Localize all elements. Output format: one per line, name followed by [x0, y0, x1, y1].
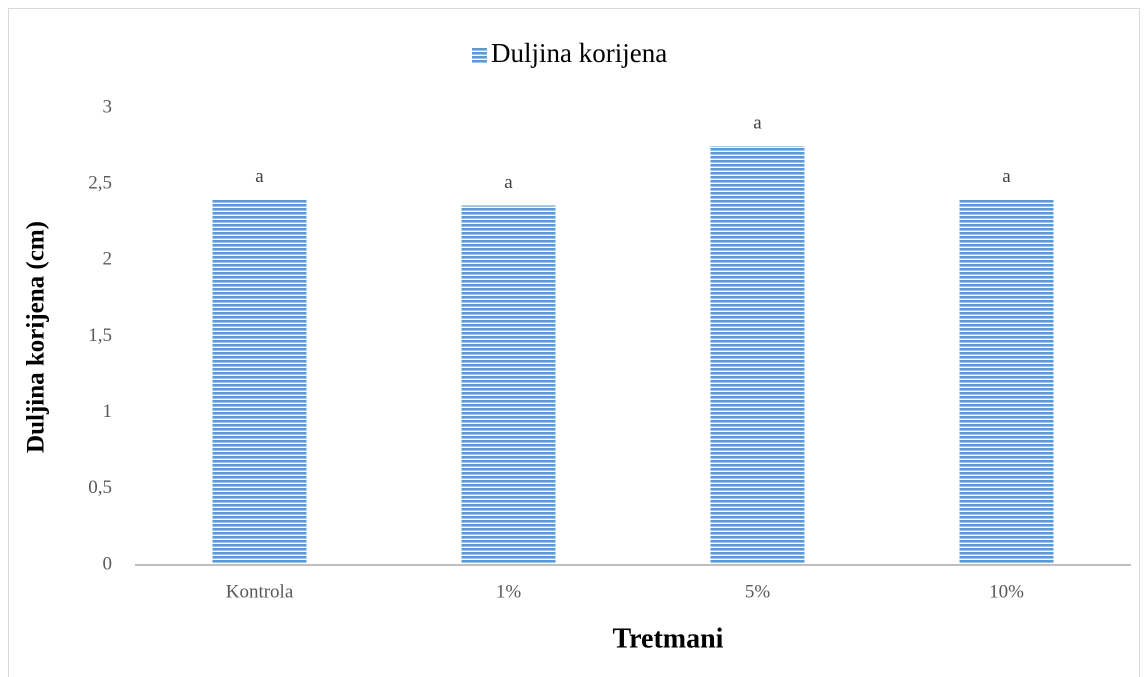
y-axis-label: Duljina korijena (cm) [23, 221, 50, 453]
data-annotation: a [255, 166, 264, 187]
data-annotation: a [753, 112, 762, 133]
bar [212, 199, 307, 565]
legend-swatch [472, 48, 487, 63]
x-tick-label: 1% [496, 581, 522, 602]
legend-label: Duljina korijena [491, 38, 667, 68]
x-tick-label: Kontrola [226, 581, 294, 602]
chart-frame [8, 8, 1140, 677]
data-annotation: a [1002, 166, 1011, 187]
y-tick-label: 2 [103, 249, 113, 270]
bar [461, 205, 556, 565]
bar [959, 199, 1054, 565]
y-tick-label: 2,5 [88, 173, 112, 194]
y-tick-label: 1,5 [88, 325, 112, 346]
bar [710, 146, 805, 566]
x-tick-label: 10% [989, 581, 1024, 602]
y-tick-label: 0 [103, 553, 113, 574]
y-tick-label: 0,5 [88, 477, 112, 498]
y-tick-label: 1 [103, 401, 113, 422]
y-tick-label: 3 [103, 96, 113, 117]
data-annotation: a [504, 172, 513, 193]
x-tick-label: 5% [745, 581, 771, 602]
x-axis-label: Tretmani [613, 623, 724, 654]
